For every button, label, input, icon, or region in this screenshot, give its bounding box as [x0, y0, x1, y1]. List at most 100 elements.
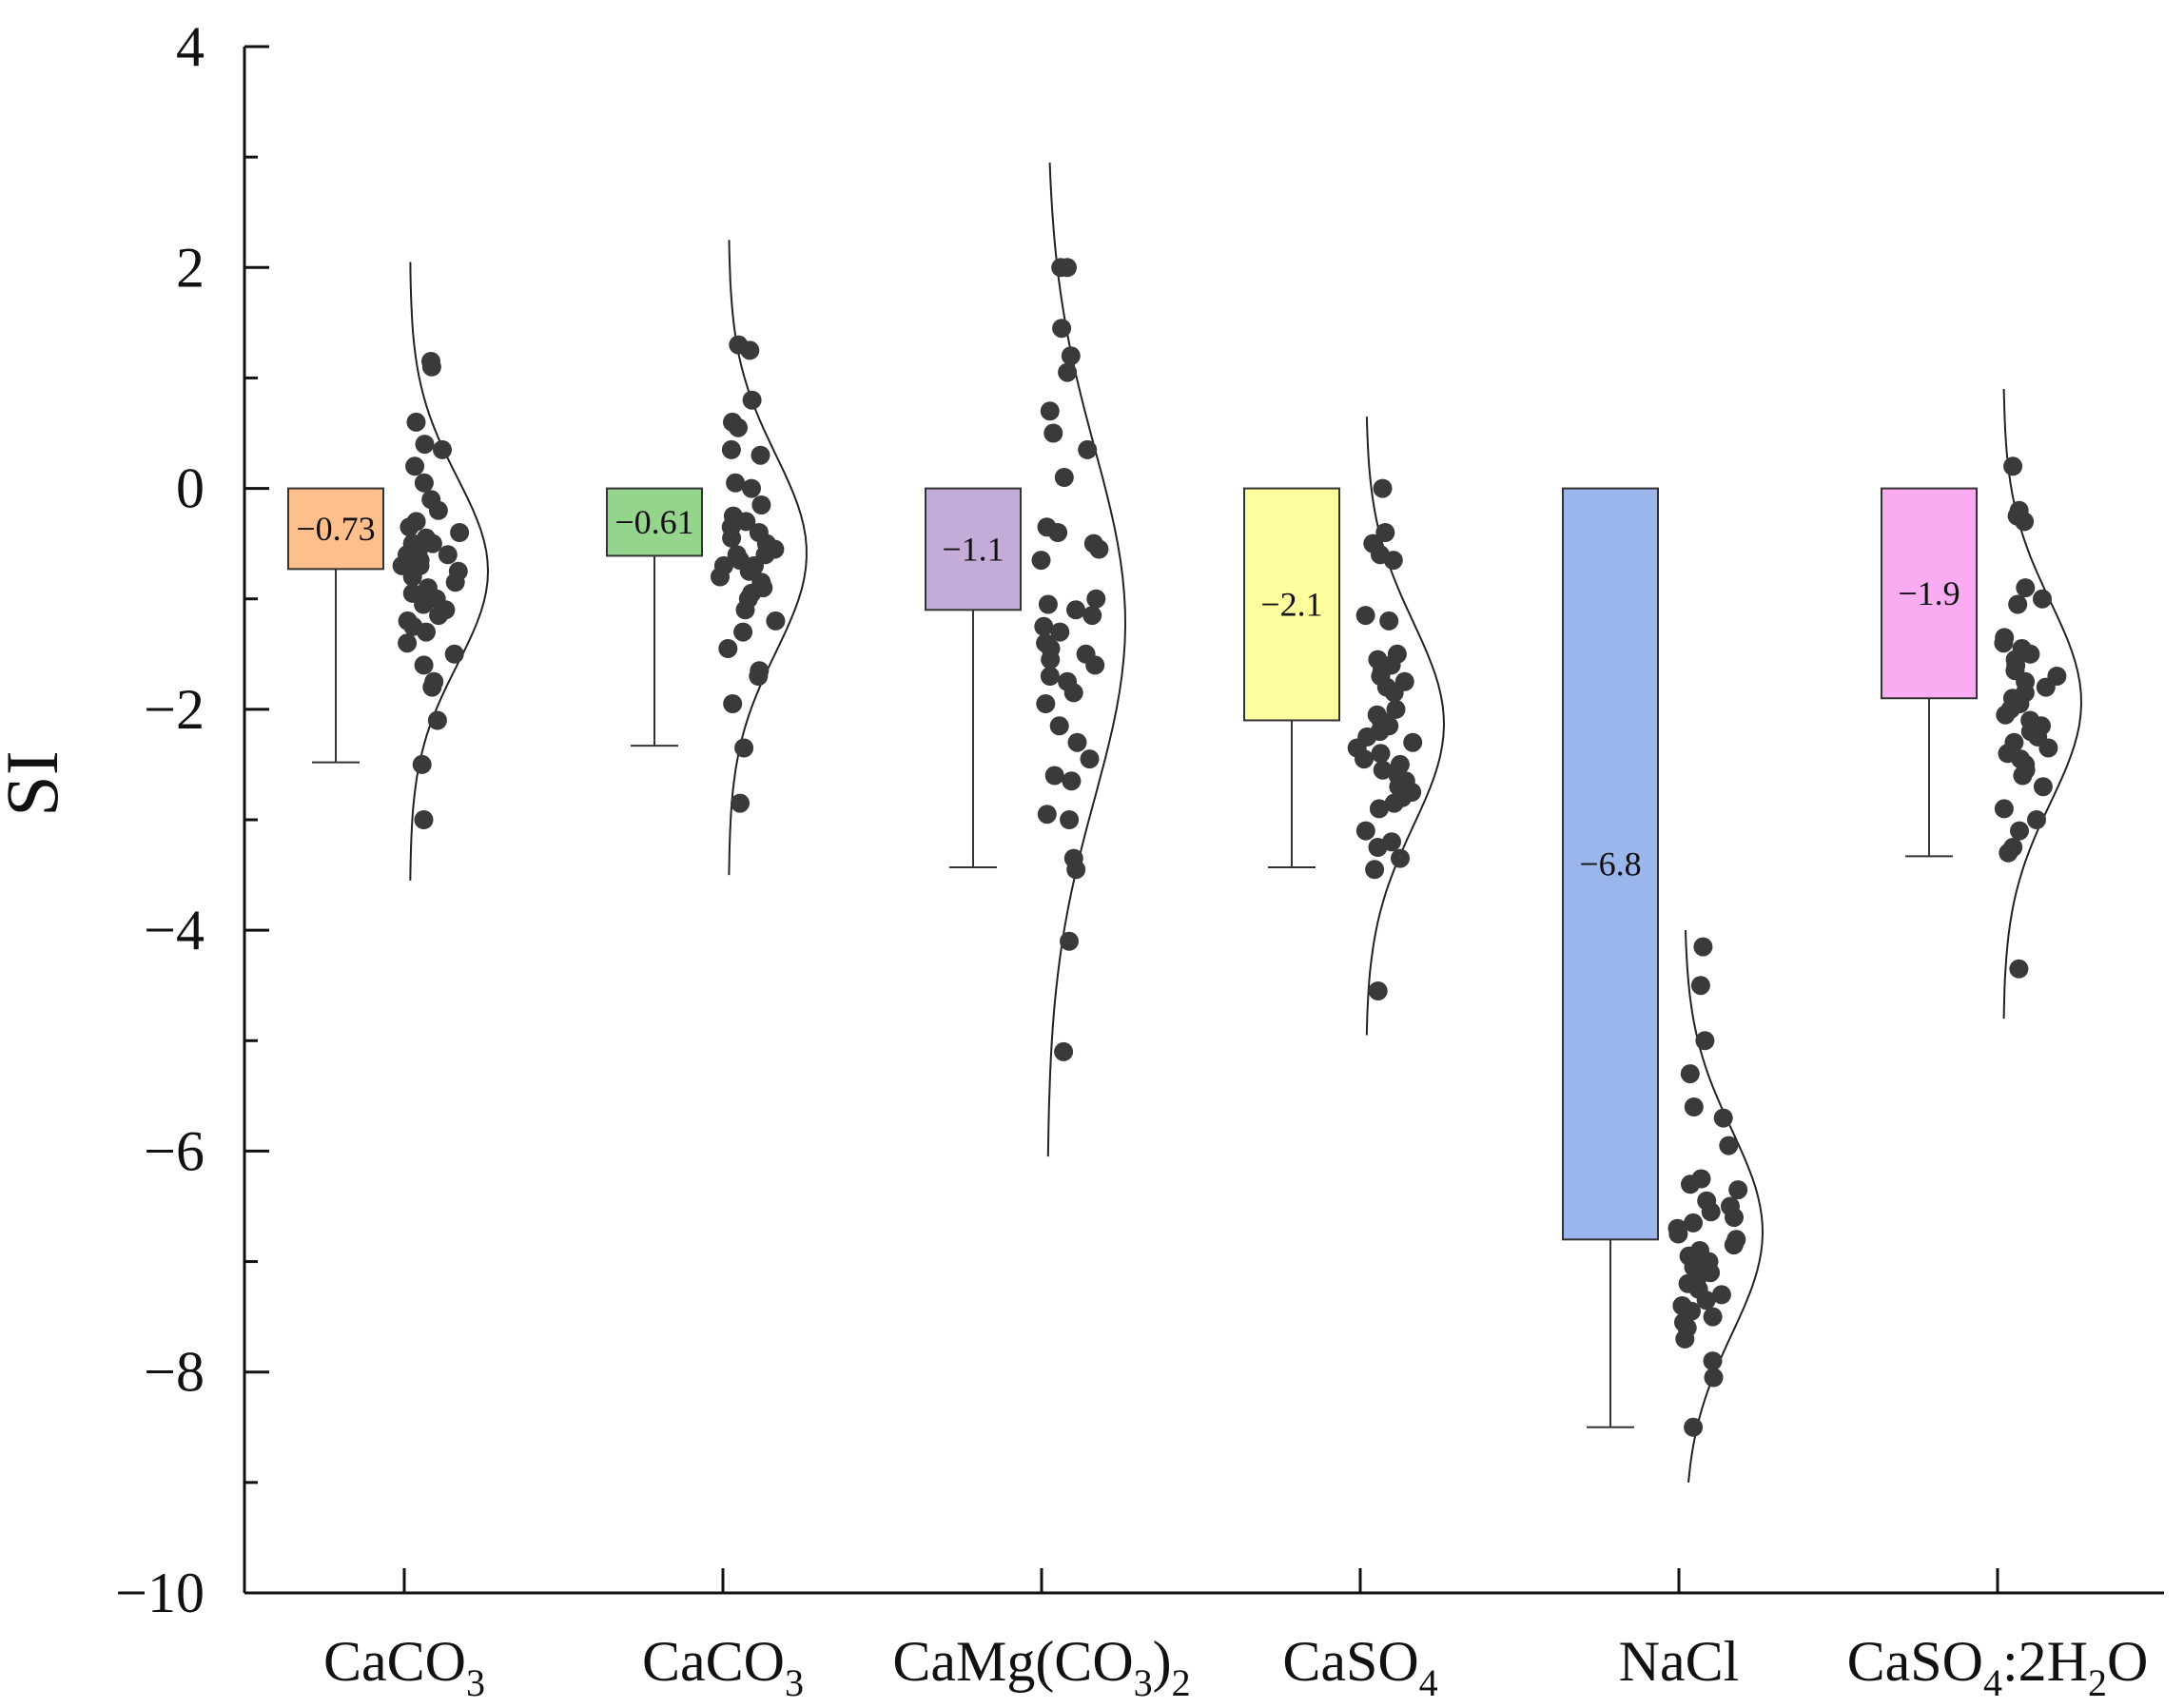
y-tick-label: −10 [115, 1562, 205, 1624]
data-point [723, 694, 743, 713]
data-point [721, 439, 741, 459]
data-point [1048, 523, 1068, 542]
data-point [1373, 478, 1393, 498]
x-tick-label-subscript: 4 [1419, 1661, 1438, 1704]
data-point [1384, 683, 1404, 703]
data-point [1038, 594, 1058, 614]
data-point [735, 600, 755, 620]
x-tick-label-part: O [2107, 1630, 2148, 1693]
data-point [1704, 1368, 1724, 1388]
x-axis: CaCO3 CaCO3 CaMg(CO3)2 CaSO4 NaCl CaSO4:2H2O [244, 1568, 2164, 1704]
data-point [1049, 716, 1069, 736]
data-point [726, 473, 746, 493]
data-point [1080, 749, 1100, 769]
y-tick-label: −6 [144, 1119, 205, 1182]
data-point [1040, 401, 1060, 421]
data-point [412, 754, 432, 774]
data-point [1703, 1307, 1723, 1327]
data-point [1058, 258, 1077, 278]
series-5: −6.8 [1562, 487, 1765, 1484]
data-point [1384, 793, 1404, 813]
data-point [1373, 760, 1393, 780]
data-point [414, 594, 434, 614]
data-point [1050, 622, 1070, 642]
x-tick-label: CaMg(CO3)2 [892, 1630, 1190, 1704]
data-point [1067, 732, 1087, 752]
data-point [1085, 655, 1105, 675]
data-point [450, 523, 470, 542]
bar [287, 487, 384, 571]
x-tick-label: CaSO4:2H2O [1847, 1630, 2149, 1704]
data-point [1999, 843, 2018, 863]
y-axis-title: SI [0, 750, 73, 816]
y-tick-label: 4 [176, 15, 205, 78]
data-point [1355, 606, 1375, 626]
distribution-curve [1365, 417, 1446, 1036]
data-point [1060, 931, 1079, 951]
data-point [1086, 589, 1106, 609]
data-point [2020, 644, 2040, 664]
data-point [739, 561, 759, 581]
data-point [2008, 594, 2028, 614]
data-point [1365, 860, 1385, 880]
series-1: −0.73 [287, 262, 490, 881]
series-3: −1.1 [925, 162, 1127, 1157]
data-point [1713, 1108, 1733, 1128]
data-point [751, 495, 771, 514]
data-point [1054, 1041, 1074, 1061]
y-tick-label: −4 [144, 899, 205, 961]
data-point [742, 390, 762, 410]
y-tick-label: 2 [176, 236, 205, 299]
x-tick-label: CaCO3 [323, 1630, 485, 1704]
series-2: −0.61 [606, 240, 808, 876]
data-point [1066, 600, 1085, 620]
data-point [1355, 749, 1374, 769]
data-point [1066, 860, 1086, 880]
data-point [1724, 1235, 1744, 1255]
data-point [405, 456, 425, 476]
data-point [400, 517, 419, 537]
data-point [406, 412, 426, 432]
data-point [1391, 848, 1410, 868]
data-point [1061, 346, 1081, 366]
x-tick-label-subscript: 4 [1983, 1661, 2002, 1704]
x-tick-label-subscript: 2 [1172, 1661, 1191, 1704]
data-point [1375, 523, 1395, 542]
x-tick-label-subscript: 2 [2088, 1661, 2107, 1704]
x-tick-label-part: CaMg(CO [892, 1630, 1133, 1693]
data-point [1383, 551, 1403, 571]
data-point [1060, 810, 1080, 829]
data-point [1379, 611, 1399, 631]
x-tick-label-part: NaCl [1619, 1630, 1740, 1693]
data-point [2010, 821, 2029, 841]
data-point [1082, 606, 1102, 626]
distribution-curve [1685, 930, 1765, 1484]
y-tick-label: 0 [176, 457, 205, 520]
data-point [729, 417, 748, 437]
x-tick-label-part: :2H [2002, 1630, 2088, 1693]
bar-value-label: −6.8 [1579, 844, 1641, 883]
data-point [1078, 439, 1098, 459]
data-point [422, 677, 442, 697]
data-point [734, 738, 754, 758]
data-point [731, 793, 750, 813]
bar [925, 487, 1022, 611]
data-point [1368, 981, 1388, 1000]
data-point [1703, 1351, 1723, 1371]
bar [1562, 487, 1659, 1241]
data-point [1355, 821, 1375, 841]
data-point [751, 445, 770, 465]
data-point [1043, 423, 1063, 443]
data-point [1996, 705, 2016, 725]
data-point [1668, 1224, 1688, 1244]
y-tick-label: −2 [144, 678, 205, 741]
data-point [1693, 937, 1713, 957]
data-point [417, 622, 436, 642]
data-point [722, 528, 742, 548]
distribution-curve [2002, 388, 2083, 1019]
data-point [2038, 738, 2058, 758]
data-point [1403, 732, 1423, 752]
data-point [1680, 1064, 1700, 1084]
data-point [736, 512, 756, 532]
x-tick-label-part: CaCO [323, 1630, 466, 1693]
